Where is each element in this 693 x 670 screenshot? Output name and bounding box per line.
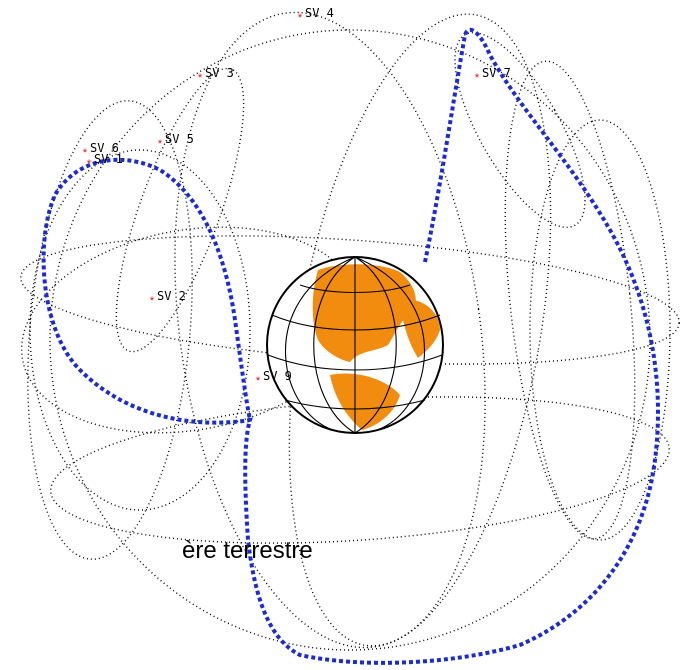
satellite-marker: * [256,375,261,387]
orbit [49,29,651,651]
satellite-label: SV 7 [482,66,511,80]
parallels [267,284,443,410]
orbit [454,31,586,229]
caption: ère terrestre [182,537,313,564]
meridians [285,256,425,434]
orbit [288,13,552,647]
highlighted-orbit [41,27,660,665]
orbit [529,119,671,541]
orbit [29,149,251,511]
satellite-marker: * [83,147,88,159]
satellite-marker: * [475,72,480,84]
satellite-marker: * [158,138,163,150]
satellite-label: SV 6 [90,141,119,155]
continent [400,299,440,358]
orbit [27,100,193,560]
satellite-label: SV 3 [205,66,234,80]
satellite-label: SV 9 [263,369,292,383]
continent [312,264,416,362]
earth [266,256,444,434]
continent [330,373,400,430]
satellites: * SV 4* SV 3 * SV 7* SV 6* SV 1* SV 5* SV 2* SV 9 [83,6,511,387]
satellite-label: SV 4 [305,6,334,20]
satellite-label: SV 1 [94,152,123,166]
orbit [504,60,636,540]
satellite-label: SV 2 [157,289,186,303]
orbit [50,396,670,544]
orbit [174,11,486,649]
satellite-marker: * [298,12,303,24]
satellite-marker: * [87,158,92,170]
satellite-marker: * [150,295,155,307]
orbit [115,67,245,353]
satellite-label: SV 5 [165,132,194,146]
satellite-marker: * [198,72,203,84]
